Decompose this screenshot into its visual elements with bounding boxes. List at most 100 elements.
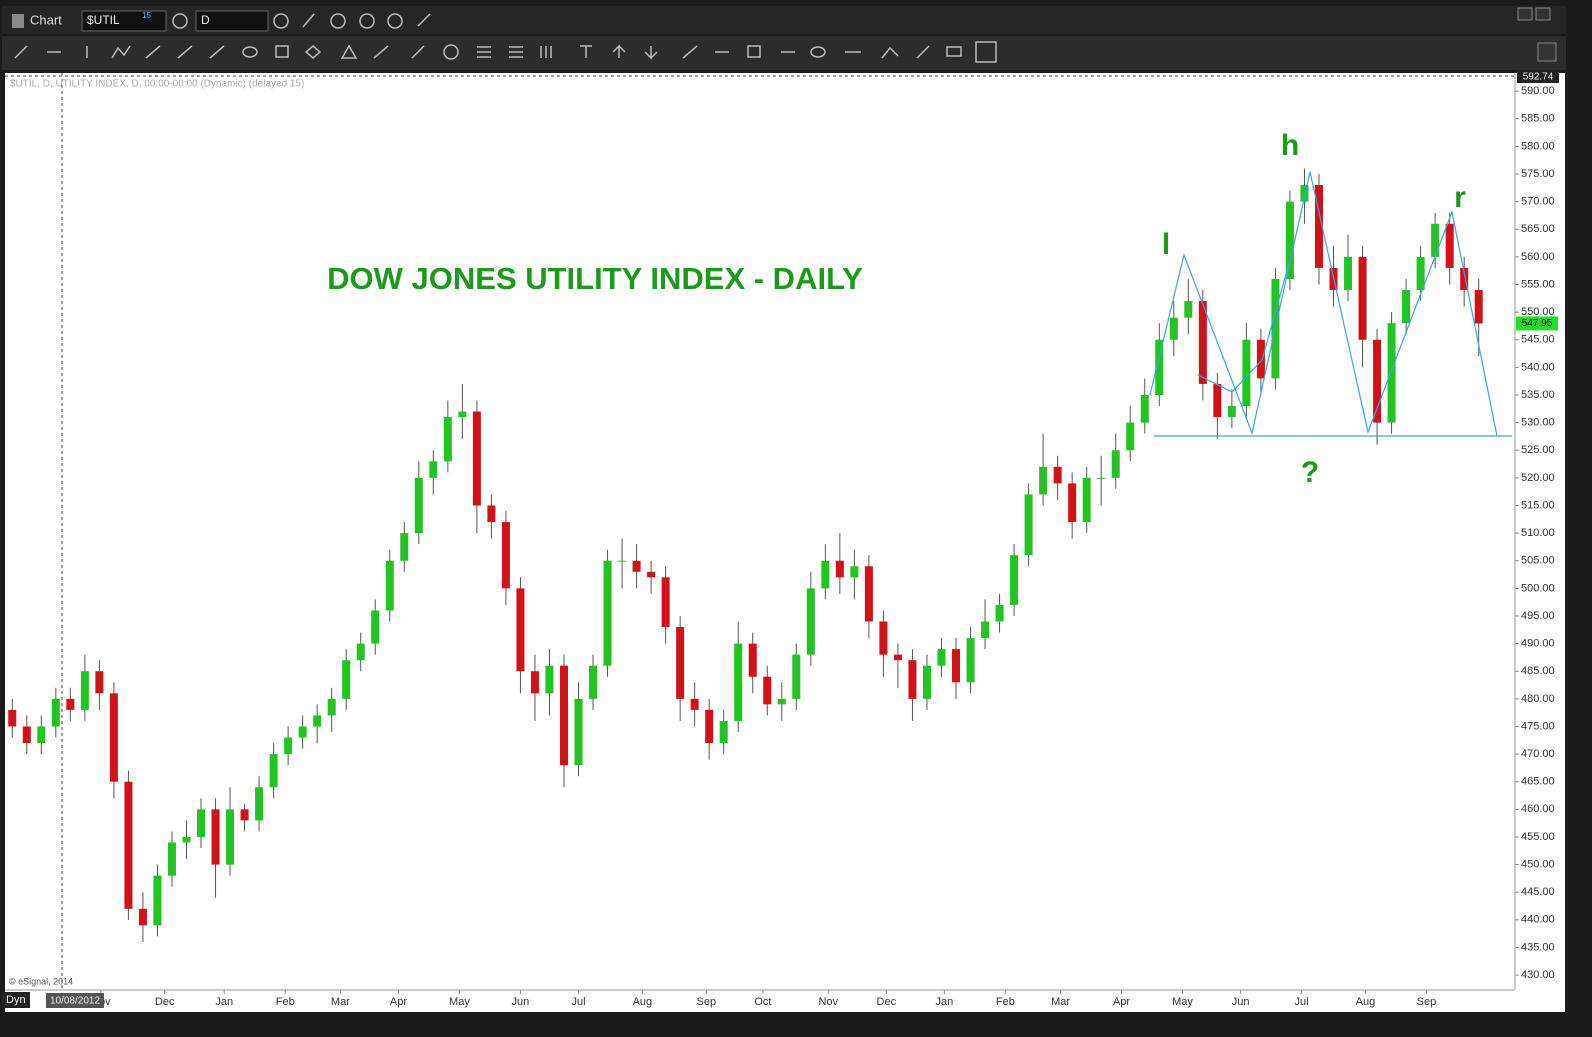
candle-body: [298, 726, 307, 738]
x-tick-label: Dec: [155, 996, 175, 1008]
y-tick-label: 430.00: [1521, 969, 1555, 981]
candle-body: [1314, 185, 1323, 268]
annotation: h: [1281, 129, 1299, 162]
date-box: [46, 993, 104, 1008]
candle-body: [1445, 223, 1454, 268]
candle-body: [1111, 450, 1120, 478]
candle-body: [734, 643, 743, 721]
footer-mode: Dyn: [6, 994, 26, 1006]
candle-body: [603, 560, 612, 666]
candle-body: [618, 560, 627, 562]
candle-body: [995, 604, 1004, 622]
candle-body: [211, 809, 220, 865]
y-tick-label: 515.00: [1521, 499, 1555, 511]
symbol-box[interactable]: [81, 10, 167, 32]
toolbar: [2, 36, 1566, 70]
candle-body: [443, 417, 452, 462]
symbol: $UTIL: [87, 13, 120, 27]
candle-body: [1184, 301, 1193, 318]
candle-body: [777, 698, 786, 705]
candle-body: [1358, 256, 1367, 340]
candle-body: [269, 754, 278, 788]
y-tick-label: 475.00: [1521, 720, 1555, 732]
candle-body: [400, 533, 409, 561]
title-icons: [172, 13, 431, 29]
y-tick-label: 545.00: [1521, 334, 1555, 346]
candle-body: [559, 665, 568, 766]
candle-body: [1010, 555, 1019, 605]
candle-body: [1460, 267, 1469, 291]
candle-body: [138, 908, 147, 926]
top-price-box: [1517, 70, 1559, 83]
candle-body: [966, 638, 975, 683]
candle-body: [908, 660, 917, 699]
y-tick-label: 560.00: [1521, 251, 1555, 263]
candle-body: [719, 720, 728, 744]
candle-body: [1024, 494, 1033, 556]
y-tick-label: 465.00: [1521, 776, 1555, 788]
candle-body: [1068, 483, 1077, 523]
candle-body: [1140, 394, 1149, 423]
candle-body: [80, 671, 89, 710]
x-tick-label: Nov: [818, 996, 838, 1008]
candle-body: [937, 649, 946, 666]
candle-body: [1416, 256, 1425, 291]
x-tick-label: Aug: [633, 996, 653, 1008]
x-tick-label: Sep: [1417, 996, 1437, 1008]
candle-body: [1213, 383, 1222, 418]
interval-box[interactable]: [195, 10, 269, 32]
window-button[interactable]: [1517, 7, 1533, 21]
candle-body: [952, 649, 961, 683]
candle-body: [327, 698, 336, 716]
y-tick-label: 450.00: [1521, 858, 1555, 870]
candle-body: [8, 709, 17, 727]
y-tick-label: 520.00: [1521, 472, 1555, 484]
y-tick-label: 455.00: [1521, 831, 1555, 843]
candle-body: [414, 477, 423, 534]
copyright: © eSignal, 2014: [9, 976, 73, 986]
y-tick-label: 500.00: [1521, 582, 1555, 594]
x-tick-label: Jun: [1232, 996, 1250, 1008]
annotation: ?: [1301, 456, 1319, 489]
candle-body: [356, 643, 365, 661]
candle-body: [37, 726, 46, 744]
x-tick-label: Jul: [571, 996, 585, 1008]
y-tick-label: 495.00: [1521, 610, 1555, 622]
candle-body: [197, 809, 206, 837]
candle-body: [1242, 339, 1251, 407]
candle-body: [647, 571, 656, 578]
candle-body: [1431, 223, 1440, 257]
x-tick-label: Oct: [754, 996, 771, 1008]
candle-body: [385, 560, 394, 611]
x-tick-label: Jan: [936, 996, 954, 1008]
interval: D: [201, 13, 210, 27]
settings-button[interactable]: [1537, 42, 1557, 62]
y-tick-label: 440.00: [1521, 914, 1555, 926]
y-tick-label: 555.00: [1521, 278, 1555, 290]
candle-body: [574, 698, 583, 766]
y-tick-label: 540.00: [1521, 361, 1555, 373]
x-tick-label: Jul: [1295, 996, 1309, 1008]
candle-body: [487, 505, 496, 523]
candle-body: [371, 610, 380, 644]
candle-body: [1474, 290, 1483, 324]
candle-body: [981, 621, 990, 639]
candle-body: [22, 726, 31, 744]
window-button[interactable]: [1535, 7, 1551, 21]
chart-title: DOW JONES UTILITY INDEX - DAILY: [327, 261, 863, 296]
plot-area: [5, 73, 1515, 990]
candle-body: [821, 560, 830, 589]
y-tick-label: 570.00: [1521, 196, 1555, 208]
y-tick-label: 510.00: [1521, 527, 1555, 539]
candle-body: [748, 643, 757, 677]
y-tick-label: 445.00: [1521, 886, 1555, 898]
y-tick-label: 490.00: [1521, 638, 1555, 650]
last-price: 547.95: [1522, 318, 1553, 329]
candle-body: [313, 715, 322, 727]
annotation: r: [1454, 181, 1466, 214]
candle-body: [893, 654, 902, 661]
footer-box: [2, 992, 30, 1008]
candle-body: [922, 665, 931, 699]
x-tick-label: Jun: [512, 996, 530, 1008]
y-tick-label: 470.00: [1521, 748, 1555, 760]
